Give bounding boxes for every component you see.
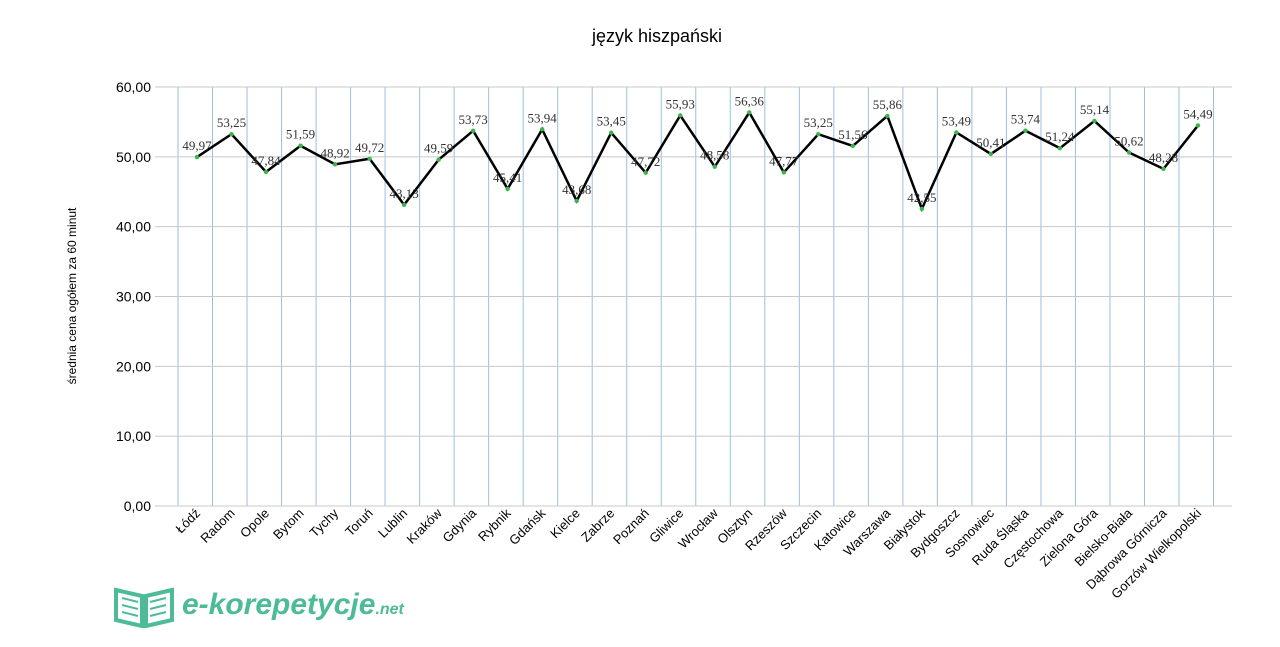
data-point bbox=[470, 128, 476, 133]
data-label: 48,92 bbox=[320, 145, 349, 160]
data-point bbox=[747, 110, 752, 115]
data-point bbox=[609, 130, 614, 135]
data-label: 56,36 bbox=[735, 93, 765, 108]
x-tick-label: Toruń bbox=[342, 506, 376, 540]
data-point bbox=[850, 143, 856, 149]
series-line bbox=[196, 110, 1199, 213]
data-label: 49,72 bbox=[355, 140, 384, 155]
data-label: 43,68 bbox=[562, 182, 591, 197]
data-label: 51,56 bbox=[838, 127, 868, 142]
data-point bbox=[885, 113, 890, 119]
x-tick-label: Tychy bbox=[307, 505, 342, 540]
data-point bbox=[712, 164, 717, 169]
x-tick-label: Poznań bbox=[610, 506, 652, 548]
data-label: 50,62 bbox=[1114, 134, 1143, 149]
data-label: 55,93 bbox=[666, 96, 695, 111]
data-label: 49,59 bbox=[424, 141, 453, 156]
y-tick-label: 60,00 bbox=[116, 79, 151, 95]
y-tick-label: 10,00 bbox=[116, 428, 151, 444]
x-tick-label: Kraków bbox=[403, 505, 445, 547]
x-tick-label: Łódź bbox=[173, 506, 204, 537]
data-point bbox=[781, 170, 786, 175]
data-label: 47,77 bbox=[769, 153, 799, 168]
data-label: 47,72 bbox=[631, 154, 660, 169]
y-tick-label: 50,00 bbox=[116, 149, 151, 165]
x-tick-label: Kielce bbox=[547, 506, 583, 542]
data-point bbox=[919, 206, 925, 212]
x-tick-label: Opole bbox=[237, 506, 272, 541]
y-axis-label: średnia cena ogółem za 60 minut bbox=[65, 207, 79, 384]
data-point bbox=[643, 170, 648, 175]
logo-text: e-korepetycje bbox=[182, 588, 376, 621]
data-point bbox=[1126, 150, 1132, 155]
logo: e-korepetycje.net bbox=[112, 582, 404, 628]
data-point bbox=[988, 151, 994, 157]
data-label: 48,28 bbox=[1149, 150, 1178, 165]
data-point bbox=[539, 127, 545, 132]
data-label: 54,49 bbox=[1183, 106, 1212, 121]
data-point bbox=[401, 202, 407, 208]
data-label: 48,58 bbox=[700, 148, 729, 163]
data-point bbox=[954, 130, 959, 135]
y-tick-label: 0,00 bbox=[124, 498, 151, 514]
data-label: 50,41 bbox=[976, 135, 1005, 150]
data-point bbox=[1057, 145, 1063, 151]
data-point bbox=[574, 198, 579, 204]
data-label: 42,55 bbox=[907, 190, 936, 205]
data-point bbox=[332, 162, 338, 167]
book-icon bbox=[114, 587, 174, 628]
data-label: 53,73 bbox=[459, 112, 488, 127]
logo-suffix: .net bbox=[375, 601, 404, 618]
data-point bbox=[298, 143, 303, 148]
x-tick-label: Bytom bbox=[270, 506, 307, 543]
chart-title: język hiszpański bbox=[591, 26, 722, 46]
data-point bbox=[505, 186, 510, 192]
data-point bbox=[263, 169, 269, 175]
data-label: 47,84 bbox=[251, 153, 281, 168]
data-point bbox=[678, 113, 683, 118]
x-tick-label: Radom bbox=[197, 506, 237, 546]
data-point bbox=[1023, 128, 1028, 133]
x-tick-label: Gdynia bbox=[440, 505, 480, 545]
data-point bbox=[1161, 166, 1166, 172]
data-point bbox=[1092, 118, 1097, 124]
data-point bbox=[1195, 123, 1201, 128]
data-label: 45,41 bbox=[493, 170, 522, 185]
data-label: 53,74 bbox=[1011, 112, 1041, 127]
data-label: 53,49 bbox=[942, 113, 971, 128]
y-tick-label: 20,00 bbox=[116, 358, 151, 374]
data-label: 51,59 bbox=[286, 127, 315, 142]
data-label: 55,86 bbox=[873, 97, 903, 112]
data-label: 55,14 bbox=[1080, 102, 1110, 117]
data-point bbox=[229, 131, 234, 137]
data-point bbox=[816, 131, 821, 137]
data-label: 51,24 bbox=[1045, 129, 1075, 144]
data-label: 43,13 bbox=[389, 186, 418, 201]
data-label: 53,25 bbox=[804, 115, 833, 130]
x-tick-label: Gdańsk bbox=[506, 505, 549, 548]
data-label: 49,97 bbox=[182, 138, 212, 153]
y-tick-label: 40,00 bbox=[116, 219, 151, 235]
data-point bbox=[367, 156, 372, 161]
data-point bbox=[194, 154, 200, 160]
data-label: 53,45 bbox=[597, 114, 626, 129]
data-label: 53,25 bbox=[217, 115, 246, 130]
y-tick-label: 30,00 bbox=[116, 289, 151, 305]
data-point bbox=[436, 157, 441, 162]
data-label: 53,94 bbox=[528, 110, 558, 125]
